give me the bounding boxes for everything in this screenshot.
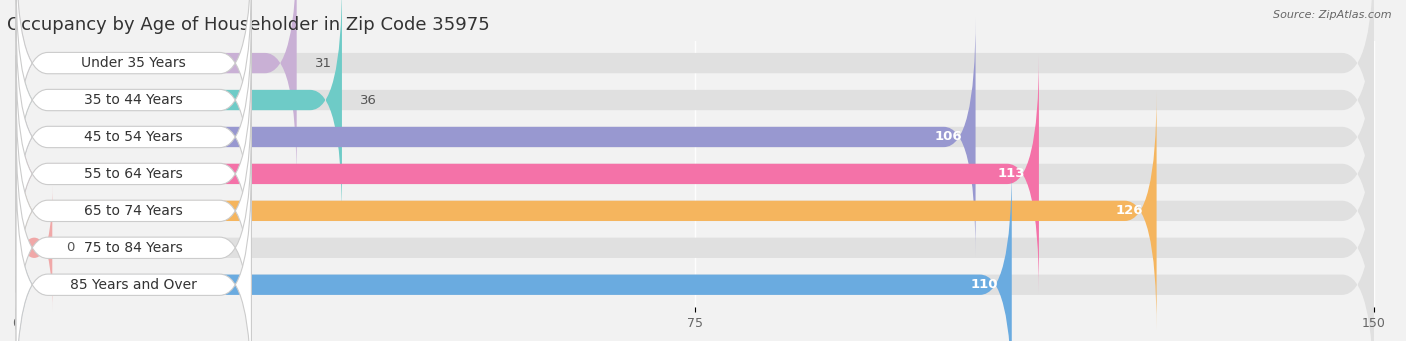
Text: 113: 113 [998,167,1025,180]
FancyBboxPatch shape [15,166,1012,341]
FancyBboxPatch shape [15,0,252,182]
FancyBboxPatch shape [15,55,1374,293]
FancyBboxPatch shape [15,92,1374,330]
Text: 65 to 74 Years: 65 to 74 Years [84,204,183,218]
Text: 75 to 84 Years: 75 to 84 Years [84,241,183,255]
Text: Under 35 Years: Under 35 Years [82,56,186,70]
FancyBboxPatch shape [15,166,1374,341]
Text: 126: 126 [1115,204,1143,217]
Text: 106: 106 [935,131,962,144]
FancyBboxPatch shape [15,0,297,182]
Text: 85 Years and Over: 85 Years and Over [70,278,197,292]
Text: Occupancy by Age of Householder in Zip Code 35975: Occupancy by Age of Householder in Zip C… [7,16,489,34]
Text: 110: 110 [970,278,998,291]
FancyBboxPatch shape [15,129,252,341]
FancyBboxPatch shape [15,0,1374,219]
Text: Source: ZipAtlas.com: Source: ZipAtlas.com [1274,10,1392,20]
FancyBboxPatch shape [15,0,342,219]
FancyBboxPatch shape [15,18,1374,256]
Text: 45 to 54 Years: 45 to 54 Years [84,130,183,144]
FancyBboxPatch shape [15,18,252,256]
FancyBboxPatch shape [15,0,252,219]
FancyBboxPatch shape [15,129,1374,341]
FancyBboxPatch shape [15,18,976,256]
Text: 0: 0 [66,241,75,254]
Text: 35 to 44 Years: 35 to 44 Years [84,93,183,107]
FancyBboxPatch shape [15,166,252,341]
FancyBboxPatch shape [15,0,1374,182]
FancyBboxPatch shape [15,92,1157,330]
Text: 31: 31 [315,57,332,70]
FancyBboxPatch shape [15,55,252,293]
Text: 36: 36 [360,93,377,106]
FancyBboxPatch shape [15,55,1039,293]
Text: 55 to 64 Years: 55 to 64 Years [84,167,183,181]
FancyBboxPatch shape [15,92,252,329]
FancyBboxPatch shape [15,184,52,312]
